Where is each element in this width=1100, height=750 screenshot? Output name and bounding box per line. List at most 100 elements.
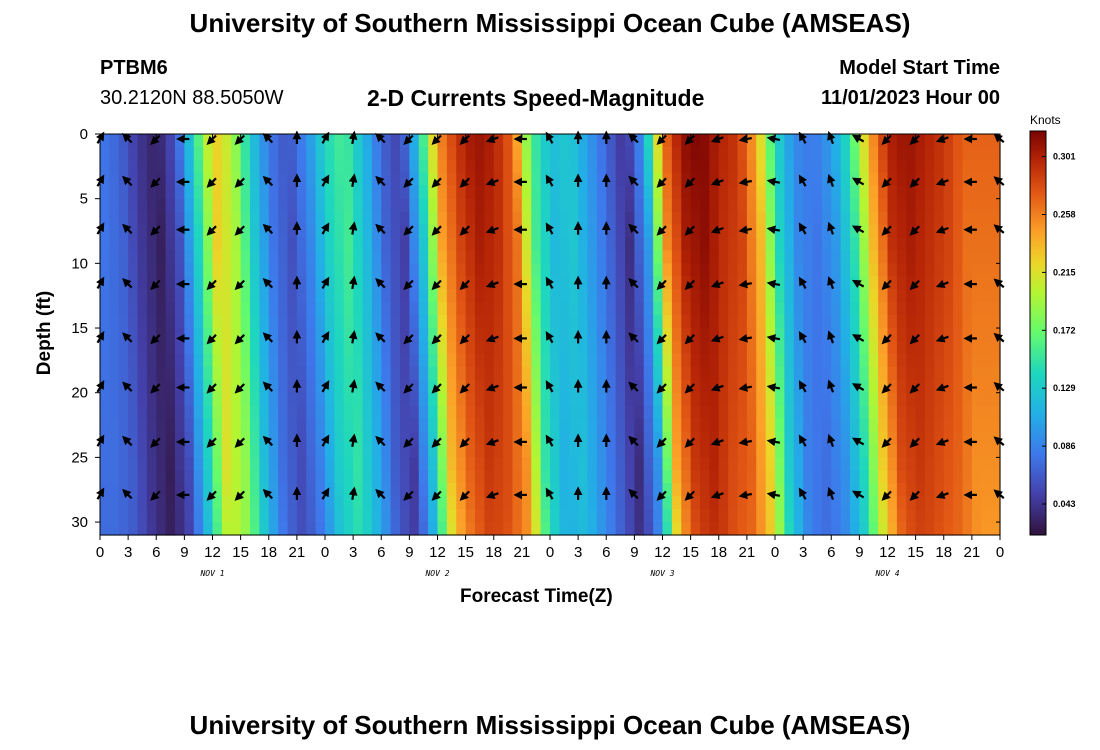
heatmap-cell: [334, 237, 345, 252]
heatmap-cell: [728, 392, 739, 407]
heatmap-cell: [268, 289, 279, 303]
heatmap-cell: [784, 146, 795, 161]
heatmap-cell: [878, 315, 889, 329]
heatmap-cell: [737, 315, 748, 329]
heatmap-cell: [775, 172, 785, 187]
heatmap-cell: [559, 237, 570, 252]
current-vector: [150, 225, 161, 236]
heatmap-cell: [540, 392, 551, 407]
heatmap-cell: [568, 185, 579, 200]
heatmap-cell: [212, 483, 223, 497]
current-vector: [909, 177, 920, 188]
heatmap-cell: [100, 366, 110, 381]
heatmap-cell: [203, 470, 214, 484]
heatmap-cell: [418, 315, 429, 329]
heatmap-cell: [831, 198, 842, 213]
heatmap-cell: [184, 392, 195, 407]
heatmap-cell: [812, 172, 823, 187]
heatmap-cell: [493, 340, 504, 355]
heatmap-cell: [306, 134, 317, 148]
heatmap-cell: [634, 237, 645, 252]
heatmap-cell: [175, 289, 185, 303]
heatmap-cell: [128, 405, 139, 420]
heatmap-cell: [981, 276, 992, 290]
heatmap-cell: [934, 315, 945, 329]
heatmap-cell: [868, 289, 879, 303]
heatmap-cell: [428, 366, 439, 381]
heatmap-cell: [615, 353, 626, 368]
heatmap-cell: [671, 522, 682, 536]
heatmap-cell: [850, 250, 860, 264]
heatmap-cell: [812, 457, 823, 471]
heatmap-cell: [840, 263, 851, 277]
heatmap-cell: [128, 470, 139, 484]
current-vector: [262, 175, 274, 187]
heatmap-cell: [568, 159, 579, 174]
heatmap-cell: [484, 289, 495, 303]
heatmap-cell: [315, 198, 326, 213]
current-vector: [545, 487, 554, 500]
heatmap-cell: [109, 198, 120, 213]
heatmap-cell: [915, 353, 926, 368]
heatmap-cell: [990, 431, 1001, 446]
heatmap-cell: [100, 289, 110, 303]
heatmap-cell: [428, 198, 439, 213]
heatmap-cell: [193, 522, 204, 536]
heatmap-cell: [456, 237, 467, 252]
heatmap-cell: [418, 198, 429, 213]
heatmap-cell: [868, 211, 879, 226]
heatmap-cell: [634, 146, 645, 161]
heatmap-cell: [587, 134, 598, 148]
heatmap-cell: [531, 366, 542, 381]
current-vector: [262, 381, 274, 392]
heatmap-cell: [568, 522, 579, 536]
heatmap-cell: [606, 509, 617, 523]
heatmap-cell: [531, 159, 542, 174]
heatmap-cell: [643, 444, 654, 458]
heatmap-cell: [596, 224, 607, 239]
heatmap-cell: [971, 496, 982, 510]
heatmap-cell: [568, 457, 579, 471]
heatmap-cell: [821, 315, 832, 329]
heatmap-cell: [981, 302, 992, 316]
heatmap-cell: [203, 276, 214, 290]
heatmap-cell: [325, 276, 335, 290]
heatmap-cell: [653, 470, 664, 484]
heatmap-cell: [662, 509, 673, 523]
heatmap-cell: [484, 276, 495, 290]
heatmap-cell: [268, 172, 279, 187]
heatmap-cell: [146, 418, 157, 433]
heatmap-cell: [268, 353, 279, 368]
heatmap-cell: [587, 224, 598, 239]
heatmap-cell: [653, 379, 664, 394]
heatmap-cell: [390, 509, 401, 523]
heatmap-cell: [896, 366, 907, 381]
heatmap-cell: [700, 509, 710, 523]
heatmap-cell: [625, 418, 635, 433]
heatmap-cell: [756, 289, 767, 303]
heatmap-cell: [643, 457, 654, 471]
heatmap-cell: [803, 444, 814, 458]
heatmap-cell: [343, 315, 354, 329]
heatmap-cell: [746, 302, 757, 316]
heatmap-cell: [971, 315, 982, 329]
heatmap-cell: [334, 496, 345, 510]
heatmap-cell: [615, 159, 626, 174]
heatmap-cell: [371, 198, 382, 213]
heatmap-cell: [878, 457, 889, 471]
heatmap-cell: [934, 263, 945, 277]
heatmap-cell: [868, 159, 879, 174]
heatmap-cell: [400, 509, 410, 523]
heatmap-cell: [100, 522, 110, 536]
heatmap-cell: [831, 444, 842, 458]
heatmap-cell: [531, 172, 542, 187]
heatmap-cell: [184, 366, 195, 381]
heatmap-cell: [428, 263, 439, 277]
heatmap-cell: [446, 470, 457, 484]
heatmap-cell: [278, 315, 289, 329]
heatmap-cell: [700, 444, 710, 458]
heatmap-cell: [203, 250, 214, 264]
heatmap-cell: [662, 483, 673, 497]
heatmap-cell: [390, 263, 401, 277]
heatmap-cell: [193, 198, 204, 213]
